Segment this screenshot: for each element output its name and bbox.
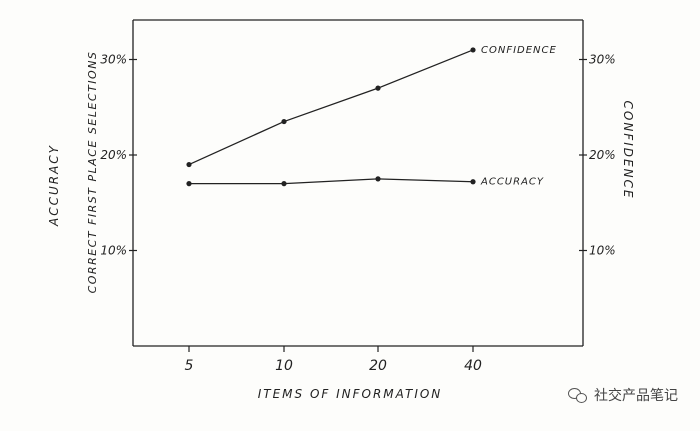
watermark-text: 社交产品笔记: [594, 385, 678, 405]
y-axis-title-outer: ACCURACY: [47, 144, 61, 227]
data-point: [470, 179, 475, 184]
data-point: [470, 47, 475, 52]
right-y-tick-label: 30%: [589, 53, 616, 67]
x-tick-label: 40: [464, 358, 482, 374]
left-y-tick-label: 30%: [100, 53, 127, 67]
x-tick-label: 20: [369, 358, 387, 374]
y-axis-title-inner: CORRECT FIRST PLACE SELECTIONS: [86, 51, 99, 294]
right-y-tick-label: 10%: [589, 244, 616, 258]
left-y-tick-label: 20%: [100, 148, 127, 162]
data-point: [186, 162, 191, 167]
data-point: [375, 86, 380, 91]
data-point: [281, 181, 286, 186]
y-axis-title-right: CONFIDENCE: [621, 100, 635, 199]
series-label-accuracy: ACCURACY: [480, 177, 544, 188]
chart-labels: 10% 10% 20% 20% 30% 30% 5 10 20 40 CONFIDENCE ACCUR…: [47, 45, 635, 401]
data-point: [281, 119, 286, 124]
series-label-confidence: CONFIDENCE: [481, 45, 557, 56]
x-axis-title: ITEMS OF INFORMATION: [258, 387, 443, 401]
watermark: 社交产品笔记: [568, 385, 678, 405]
right-y-tick-label: 20%: [589, 148, 616, 162]
data-point: [186, 181, 191, 186]
left-y-tick-label: 10%: [100, 244, 127, 258]
series-line-confidence: [189, 50, 473, 165]
wechat-icon: [568, 387, 588, 403]
x-tick-label: 5: [185, 358, 194, 374]
series-line-accuracy: [189, 179, 473, 184]
chart-series: [186, 47, 475, 186]
data-point: [375, 176, 380, 181]
x-tick-label: 10: [275, 358, 293, 374]
